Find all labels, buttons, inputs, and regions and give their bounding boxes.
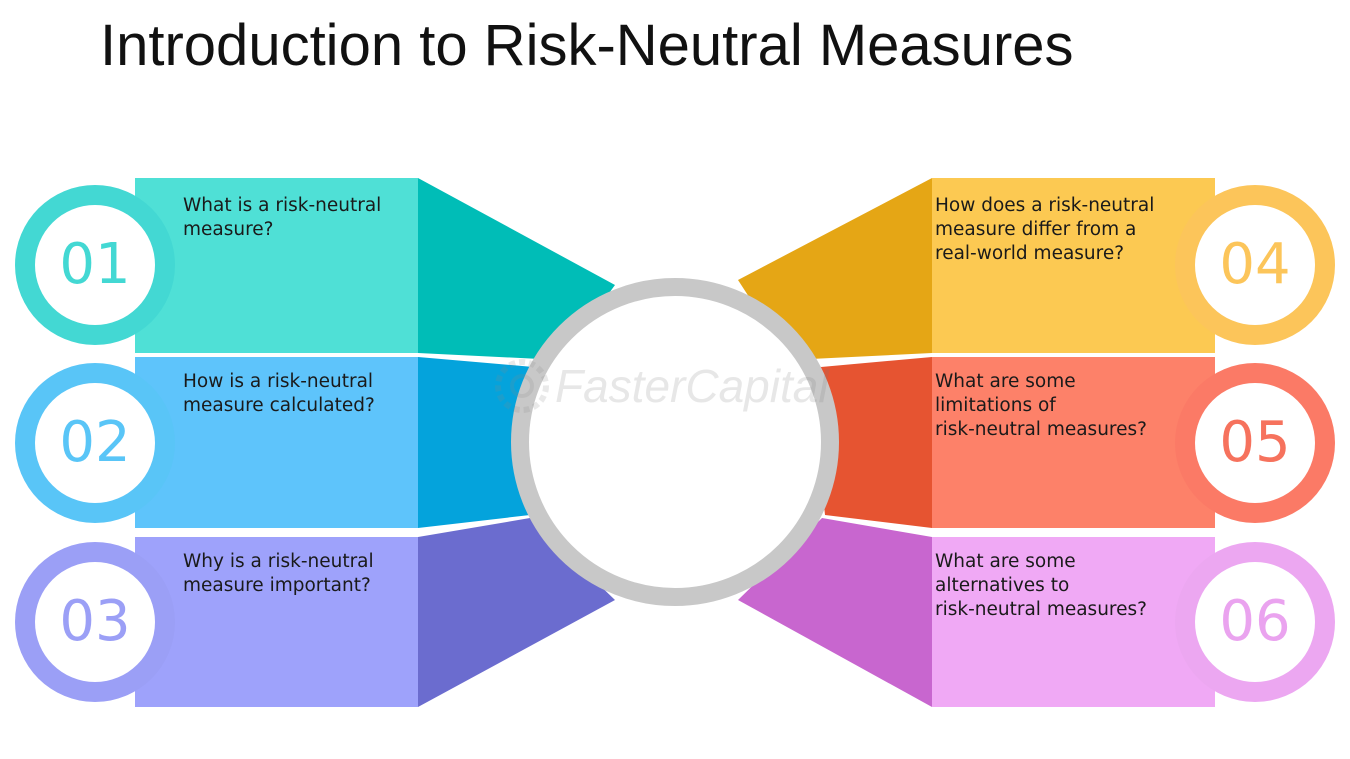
page-title: Introduction to Risk-Neutral Measures bbox=[100, 13, 1074, 78]
item-02-ring bbox=[15, 363, 175, 523]
item-06-number: 06 bbox=[1219, 589, 1291, 654]
item-02-text: How is a risk-neutral measure calculated… bbox=[183, 370, 375, 418]
center-circle bbox=[511, 278, 839, 606]
item-03-line-2: measure important? bbox=[183, 575, 371, 596]
item-03-ring bbox=[15, 542, 175, 702]
item-05-line-2: limitations of bbox=[935, 395, 1056, 416]
item-03-line-1: Why is a risk-neutral bbox=[183, 551, 374, 572]
item-05-number: 05 bbox=[1219, 410, 1291, 475]
item-04-line-2: measure differ from a bbox=[935, 219, 1137, 240]
item-06-line-1: What are some bbox=[935, 551, 1076, 572]
item-02-line-1: How is a risk-neutral bbox=[183, 371, 374, 392]
item-04-line-1: How does a risk-neutral bbox=[935, 195, 1155, 216]
item-05-text: What are some limitations of risk-neutra… bbox=[935, 370, 1147, 442]
item-05-line-3: risk-neutral measures? bbox=[935, 419, 1147, 440]
item-02-line-2: measure calculated? bbox=[183, 395, 375, 416]
item-03-banner bbox=[135, 518, 615, 707]
item-04-ring bbox=[1175, 185, 1335, 345]
item-01-number: 01 bbox=[59, 232, 131, 297]
item-06-banner bbox=[738, 518, 1215, 707]
item-05-line-1: What are some bbox=[935, 371, 1076, 392]
watermark-text: FasterCapital bbox=[555, 360, 829, 412]
item-06-line-2: alternatives to bbox=[935, 575, 1070, 596]
item-06-ring bbox=[1175, 542, 1335, 702]
item-06-line-3: risk-neutral measures? bbox=[935, 599, 1147, 620]
item-05-ring bbox=[1175, 363, 1335, 523]
item-04-number: 04 bbox=[1219, 232, 1291, 297]
item-01-line-2: measure? bbox=[183, 219, 274, 240]
item-05-banner bbox=[810, 357, 1215, 528]
item-06-text: What are some alternatives to risk-neutr… bbox=[935, 550, 1147, 622]
item-03-number: 03 bbox=[59, 589, 131, 654]
watermark-logo-icon bbox=[495, 359, 549, 413]
item-02-number: 02 bbox=[59, 410, 131, 475]
item-04-banner bbox=[738, 178, 1215, 360]
item-01-text: What is a risk-neutral measure? bbox=[183, 194, 381, 242]
item-04-line-3: real-world measure? bbox=[935, 243, 1125, 264]
item-01-banner bbox=[135, 178, 615, 360]
item-03-text: Why is a risk-neutral measure important? bbox=[183, 550, 374, 598]
item-02-banner bbox=[135, 357, 545, 528]
item-01-line-1: What is a risk-neutral bbox=[183, 195, 382, 216]
item-04-text: How does a risk-neutral measure differ f… bbox=[935, 194, 1154, 266]
item-01-ring bbox=[15, 185, 175, 345]
